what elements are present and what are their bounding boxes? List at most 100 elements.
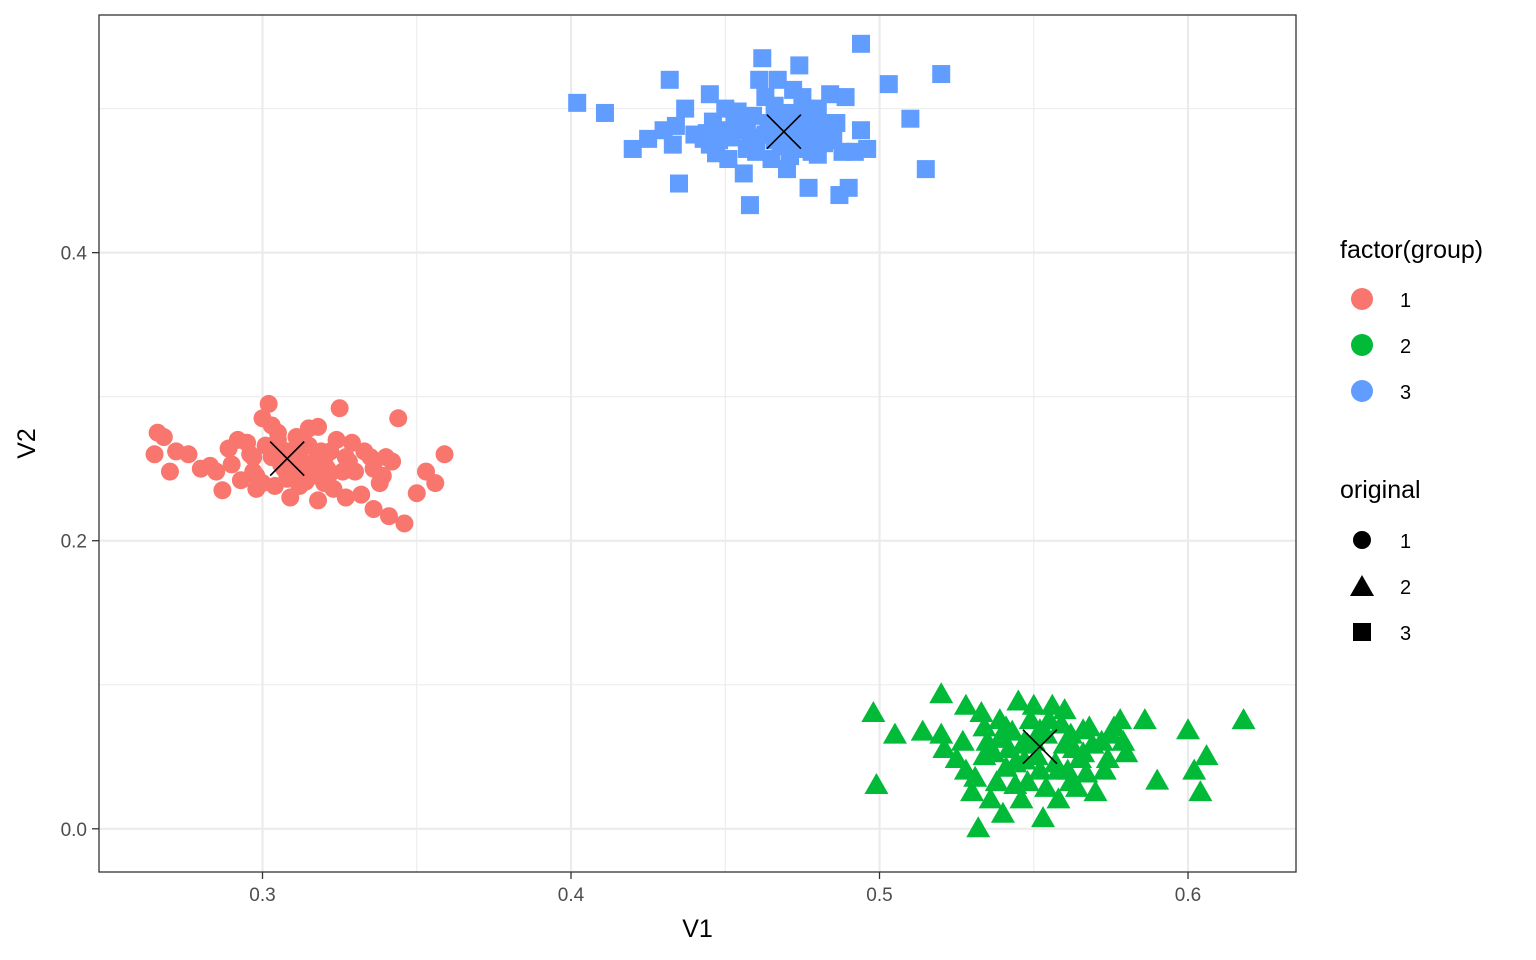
point-group-2-11 bbox=[966, 816, 991, 838]
point-group-1-1 bbox=[154, 428, 173, 447]
point-group-1-49 bbox=[435, 445, 454, 464]
point-group-1-52 bbox=[296, 456, 315, 475]
center-marker-stroke-b bbox=[766, 114, 802, 150]
point-group-2-75 bbox=[1052, 698, 1077, 720]
point-group-2-7 bbox=[944, 747, 969, 769]
legend-key-color-1 bbox=[1351, 288, 1373, 310]
point-group-3-78 bbox=[697, 124, 716, 143]
point-group-2-30 bbox=[1031, 806, 1056, 828]
point-group-3-55 bbox=[852, 34, 871, 53]
point-group-2-22 bbox=[1006, 689, 1031, 711]
point-group-2-73 bbox=[1111, 729, 1136, 751]
point-group-3-60 bbox=[932, 65, 951, 84]
point-group-2-65 bbox=[963, 765, 988, 787]
point-group-3-59 bbox=[916, 160, 935, 179]
point-group-3-51 bbox=[836, 88, 855, 107]
point-group-3-3 bbox=[639, 129, 658, 148]
point-group-2-8 bbox=[953, 693, 978, 715]
legend-key-shape-triangle bbox=[1350, 575, 1374, 596]
point-group-1-76 bbox=[315, 452, 334, 471]
legend-title-color: factor(group) bbox=[1340, 236, 1483, 264]
x-axis-title: V1 bbox=[682, 915, 713, 943]
point-group-3-71 bbox=[833, 142, 852, 161]
point-group-1-45 bbox=[395, 514, 414, 533]
point-group-3-5 bbox=[660, 70, 679, 89]
point-group-2-26 bbox=[1018, 708, 1043, 730]
point-group-2-6 bbox=[932, 736, 957, 758]
point-group-1-77 bbox=[296, 472, 315, 491]
point-group-2-10 bbox=[960, 780, 985, 802]
panel-border bbox=[98, 14, 1297, 873]
point-group-2-74 bbox=[972, 715, 997, 737]
point-group-2-78 bbox=[1034, 775, 1059, 797]
legend-label-shape-3: 3 bbox=[1400, 623, 1411, 645]
point-group-3-31 bbox=[765, 96, 784, 115]
point-group-2-46 bbox=[1095, 747, 1120, 769]
point-group-2-79 bbox=[987, 726, 1012, 748]
legend-key-color-2 bbox=[1351, 334, 1373, 356]
point-group-3-17 bbox=[719, 150, 738, 169]
legend: factor(group) 1 2 3 original 1 2 3 bbox=[1340, 236, 1483, 645]
point-group-3-76 bbox=[808, 145, 827, 164]
point-group-2-18 bbox=[990, 801, 1015, 823]
center-marker-stroke-b bbox=[1022, 729, 1058, 765]
point-group-1-44 bbox=[379, 507, 398, 526]
point-group-1-62 bbox=[219, 439, 238, 458]
x-tick-label-2: 0.5 bbox=[866, 885, 892, 906]
point-group-3-79 bbox=[796, 99, 815, 118]
point-group-2-4 bbox=[929, 682, 954, 704]
y-axis-title: V2 bbox=[13, 428, 41, 459]
legend-label-shape-1: 1 bbox=[1400, 531, 1411, 553]
point-group-2-34 bbox=[1046, 787, 1071, 809]
point-group-2-50 bbox=[1132, 708, 1157, 730]
point-group-1-61 bbox=[352, 485, 371, 504]
point-group-1-79 bbox=[278, 442, 297, 461]
point-group-3-2 bbox=[623, 139, 642, 158]
y-tick-label-2: 0.4 bbox=[61, 244, 88, 265]
point-group-1-72 bbox=[336, 448, 355, 467]
point-group-1-8 bbox=[222, 455, 241, 474]
point-group-1-48 bbox=[426, 474, 445, 493]
axes: 0.3 0.4 0.5 0.6 0.0 0.2 0.4 bbox=[61, 244, 1202, 906]
point-group-2-1 bbox=[861, 700, 886, 722]
center-marker-group-2 bbox=[1022, 729, 1058, 765]
point-group-2-76 bbox=[1071, 741, 1096, 763]
point-group-3-77 bbox=[740, 131, 759, 150]
legend-key-shape-square bbox=[1353, 623, 1371, 641]
point-group-3-42 bbox=[799, 178, 818, 197]
point-group-1-75 bbox=[244, 462, 263, 481]
legend-title-shape: original bbox=[1340, 476, 1421, 504]
point-group-2-2 bbox=[882, 722, 907, 744]
point-group-3-52 bbox=[839, 178, 858, 197]
point-group-1-54 bbox=[324, 479, 343, 498]
point-group-3-21 bbox=[734, 164, 753, 183]
point-group-2-5 bbox=[929, 722, 954, 744]
point-group-1-3 bbox=[145, 445, 164, 464]
point-group-3-58 bbox=[901, 109, 920, 128]
point-group-2-64 bbox=[950, 729, 975, 751]
point-group-1-36 bbox=[346, 462, 365, 481]
point-group-2-55 bbox=[1194, 744, 1219, 766]
point-group-3-73 bbox=[737, 114, 756, 133]
point-group-1-41 bbox=[383, 452, 402, 471]
data-points bbox=[145, 34, 1256, 838]
point-group-2-58 bbox=[1000, 719, 1025, 741]
point-group-1-70 bbox=[355, 442, 374, 461]
point-group-1-31 bbox=[327, 430, 346, 449]
point-group-2-68 bbox=[1064, 775, 1089, 797]
point-group-2-44 bbox=[1083, 780, 1108, 802]
point-group-1-63 bbox=[179, 445, 198, 464]
point-group-2-52 bbox=[1176, 718, 1201, 740]
y-tick-label-0: 0.0 bbox=[61, 820, 87, 841]
point-group-2-51 bbox=[1145, 768, 1170, 790]
center-marker-group-1 bbox=[269, 441, 305, 477]
point-group-1-27 bbox=[309, 491, 328, 510]
point-group-2-71 bbox=[1012, 748, 1037, 770]
point-group-1-66 bbox=[299, 436, 318, 455]
point-group-1-43 bbox=[364, 500, 383, 519]
point-group-2-15 bbox=[978, 787, 1003, 809]
legend-label-shape-2: 2 bbox=[1400, 577, 1411, 599]
legend-label-color-3: 3 bbox=[1400, 382, 1411, 404]
point-group-3-27 bbox=[753, 49, 772, 68]
